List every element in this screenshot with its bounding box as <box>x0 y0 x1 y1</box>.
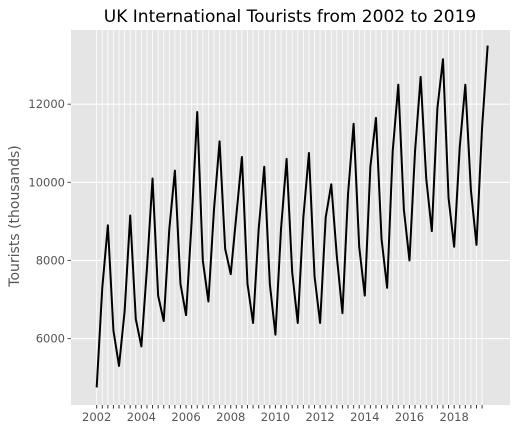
x-tick-label: 2018 <box>440 410 469 424</box>
axis-ticks <box>67 103 483 409</box>
y-axis-label: Tourists (thousands) <box>7 145 23 287</box>
y-tick-label: 6000 <box>36 332 65 346</box>
x-tick-label: 2016 <box>395 410 424 424</box>
plot-area <box>71 30 510 405</box>
y-tick-label: 8000 <box>36 253 65 267</box>
x-tick-label: 2014 <box>350 410 379 424</box>
series-line <box>95 45 489 388</box>
tick-labels: 6000 8000 10000 12000 2002 2004 2006 2008 2010 20… <box>28 97 468 424</box>
x-tick-label: 2004 <box>127 410 156 424</box>
y-tick-label: 10000 <box>28 175 65 189</box>
x-tick-label: 2010 <box>261 410 290 424</box>
x-tick-label: 2002 <box>82 410 111 424</box>
x-tick-label: 2008 <box>216 410 245 424</box>
x-tick-label: 2006 <box>171 410 200 424</box>
chart-title: UK International Tourists from 2002 to 2… <box>104 7 476 27</box>
x-tick-label: 2012 <box>305 410 334 424</box>
data-series <box>95 45 489 388</box>
y-tick-label: 12000 <box>28 97 65 111</box>
